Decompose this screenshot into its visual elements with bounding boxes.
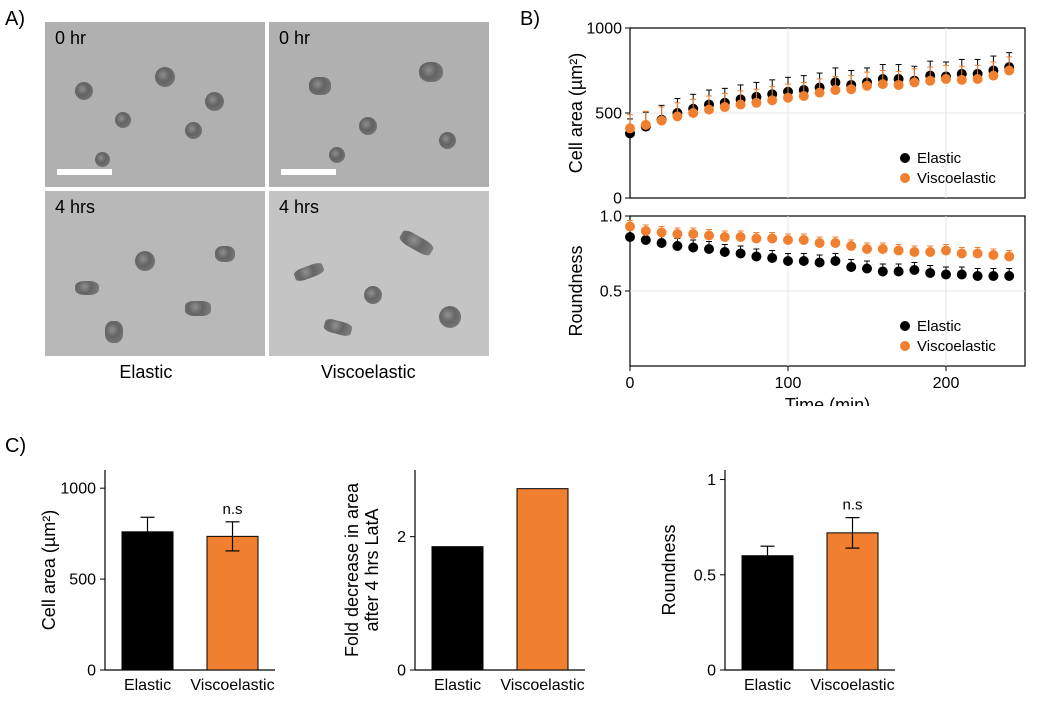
svg-text:Viscoelastic: Viscoelastic <box>917 170 996 187</box>
panel-a-grid: 0 hr 0 hr 4 hrs <box>45 22 490 383</box>
svg-text:1.0: 1.0 <box>600 209 622 226</box>
micro-label: 4 hrs <box>279 197 319 218</box>
svg-text:0.5: 0.5 <box>694 567 716 584</box>
scale-bar <box>281 169 336 175</box>
svg-text:n.s: n.s <box>222 501 242 518</box>
svg-text:2: 2 <box>397 529 406 546</box>
svg-text:Elastic: Elastic <box>124 677 171 694</box>
panel-a-col-right: Viscoelastic <box>321 362 416 383</box>
panel-a-label: A) <box>5 8 25 31</box>
svg-text:Elastic: Elastic <box>917 150 962 167</box>
svg-text:n.s: n.s <box>842 497 862 514</box>
bar-chart: 0 0.5 1 Roundness Elastic Viscoelastic n.s <box>650 450 900 705</box>
svg-text:Viscoelastic: Viscoelastic <box>190 677 274 694</box>
svg-text:1000: 1000 <box>586 21 622 38</box>
svg-text:Cell area (µm²): Cell area (µm²) <box>39 510 59 630</box>
micro-elastic-4hr: 4 hrs <box>45 191 265 356</box>
panel-a-col-left: Elastic <box>119 362 172 383</box>
svg-text:0: 0 <box>397 663 406 680</box>
svg-text:Viscoelastic: Viscoelastic <box>500 677 584 694</box>
svg-text:after 4 hrs LatA: after 4 hrs LatA <box>362 508 382 631</box>
svg-text:Cell area (µm²): Cell area (µm²) <box>566 53 586 173</box>
svg-text:Elastic: Elastic <box>434 677 481 694</box>
micro-elastic-0hr: 0 hr <box>45 22 265 187</box>
svg-text:1000: 1000 <box>60 481 96 498</box>
svg-text:0.5: 0.5 <box>600 284 622 301</box>
svg-text:Viscoelastic: Viscoelastic <box>917 338 996 355</box>
panel-b-label: B) <box>520 8 540 31</box>
panel-c-charts: 0 500 1000Cell area (µm²) Elastic Viscoelast… <box>30 450 900 705</box>
micro-label: 0 hr <box>55 28 86 49</box>
svg-text:1: 1 <box>707 472 716 489</box>
micro-visco-4hr: 4 hrs <box>269 191 489 356</box>
svg-text:Roundness: Roundness <box>659 524 679 615</box>
svg-text:Fold decrease in area: Fold decrease in area <box>342 482 362 657</box>
svg-text:Roundness: Roundness <box>566 245 586 336</box>
bar-chart: 0 2 Fold decrease in areaafter 4 hrs LatA E… <box>340 450 590 705</box>
panel-c-label: C) <box>5 435 26 458</box>
svg-text:500: 500 <box>69 572 96 589</box>
svg-text:200: 200 <box>933 375 960 392</box>
svg-text:500: 500 <box>595 106 622 123</box>
svg-text:Elastic: Elastic <box>744 677 791 694</box>
svg-text:0: 0 <box>613 191 622 208</box>
svg-text:100: 100 <box>775 375 802 392</box>
panel-b-charts: 05001000Cell area (µm²)ElasticViscoelast… <box>555 18 1035 406</box>
bar-chart: 0 500 1000Cell area (µm²) Elastic Viscoelast… <box>30 450 280 705</box>
svg-text:Viscoelastic: Viscoelastic <box>810 677 894 694</box>
micro-label: 0 hr <box>279 28 310 49</box>
svg-text:Time (min): Time (min) <box>785 395 870 406</box>
svg-text:0: 0 <box>626 375 635 392</box>
micro-visco-0hr: 0 hr <box>269 22 489 187</box>
svg-text:0: 0 <box>707 663 716 680</box>
svg-text:0: 0 <box>87 663 96 680</box>
micro-label: 4 hrs <box>55 197 95 218</box>
scale-bar <box>57 169 112 175</box>
svg-text:Elastic: Elastic <box>917 318 962 335</box>
